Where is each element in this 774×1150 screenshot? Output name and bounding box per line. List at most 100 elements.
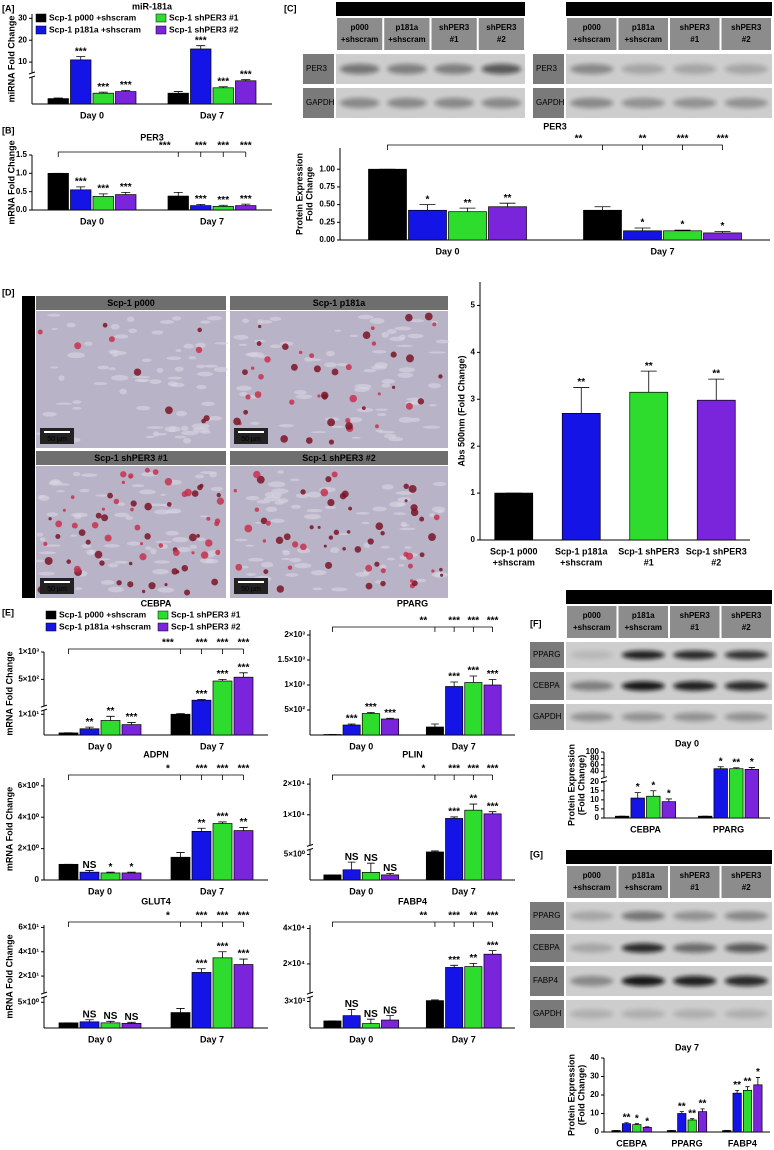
bar [408, 209, 447, 241]
y-tick-label: 3×10³ [284, 997, 305, 1006]
blot-band [673, 1009, 717, 1019]
x-tick-label: Scp-1 p181a [555, 546, 609, 556]
blot-row-label: GAPDH [533, 712, 562, 721]
lipid-droplet [345, 418, 351, 424]
error-bar [624, 1122, 629, 1124]
blot-band [724, 975, 768, 987]
lipid-droplet [407, 563, 413, 569]
error-bar [347, 723, 356, 725]
lipid-droplet [265, 520, 271, 526]
cell-texture [152, 431, 160, 437]
bar [212, 87, 234, 105]
cell-texture [381, 379, 395, 384]
bar [235, 205, 257, 211]
lipid-droplet [130, 500, 137, 507]
cell-texture [297, 548, 311, 554]
bar [623, 230, 662, 241]
legend-label: Scp-1 p181a +shscram [49, 24, 141, 34]
cell-texture [334, 329, 342, 332]
cell-texture [234, 538, 248, 542]
error-bar [634, 1123, 639, 1125]
x-tick-label: #2 [711, 557, 721, 567]
x-tick-label: Day 7 [200, 741, 224, 751]
error-bar [488, 950, 497, 955]
blot-row-label: FABP4 [533, 976, 558, 985]
lipid-droplet [144, 533, 151, 540]
bar [233, 676, 254, 736]
lipid-droplet [201, 418, 206, 424]
bar [583, 209, 622, 241]
bar [190, 48, 212, 105]
error-bar [53, 97, 63, 99]
cell-texture [267, 481, 286, 488]
y-tick-label: 15 [590, 786, 599, 795]
bar [212, 205, 234, 211]
cell-texture [294, 562, 312, 569]
lipid-droplet [371, 341, 377, 346]
y-tick-label: 100 [586, 747, 600, 756]
panel-label: [B] [2, 125, 15, 135]
comparison-label: *** [217, 911, 229, 922]
significance-label: ** [240, 817, 248, 828]
legend-swatch [35, 25, 47, 35]
cell-texture [312, 587, 323, 591]
cell-texture [310, 358, 322, 362]
comparison-label: *** [717, 134, 729, 145]
significance-label: NS [364, 853, 378, 864]
legend-swatch [155, 25, 167, 35]
comparison-label: *** [217, 764, 229, 775]
cell-texture [209, 472, 217, 478]
blot-column-label: +shscram [388, 35, 426, 44]
blot-band [339, 63, 380, 75]
cell-texture [394, 326, 412, 331]
lipid-droplet [439, 567, 443, 572]
cell-texture [371, 350, 387, 354]
comparison-label: *** [162, 638, 174, 649]
cell-texture [145, 435, 155, 439]
blot-band [339, 97, 380, 109]
lipid-droplet [133, 368, 142, 376]
cell-texture [194, 474, 205, 479]
cell-texture [265, 506, 278, 513]
lipid-droplet [37, 329, 43, 335]
lipid-droplet [299, 543, 307, 551]
cell-texture [81, 544, 92, 549]
lipid-droplet [320, 488, 329, 497]
error-bar [690, 1118, 695, 1120]
blot-column-header [721, 606, 771, 638]
y-tick-label: 0 [471, 535, 476, 544]
lipid-droplet [264, 356, 271, 363]
bar [425, 851, 444, 881]
error-bar [106, 1020, 115, 1023]
y-tick-label: 1×10¹ [18, 709, 39, 718]
x-tick-label: Day 7 [200, 886, 224, 896]
y-tick-label: 2×10³ [284, 630, 305, 639]
cell-texture [114, 560, 129, 564]
blot-band [570, 712, 614, 722]
cell-texture [324, 362, 337, 368]
lipid-droplet [171, 568, 179, 575]
cell-texture [374, 408, 389, 411]
lipid-droplet [380, 568, 386, 574]
cell-texture [398, 564, 405, 567]
lipid-droplet [127, 581, 134, 588]
y-axis-label: Protein Expression [294, 153, 304, 235]
error-bar [450, 964, 458, 968]
lipid-droplet [440, 573, 444, 577]
comparison-label: *** [487, 764, 499, 775]
chart-title: PPARG [397, 598, 428, 608]
cell-texture [154, 509, 171, 515]
error-bar [679, 1111, 684, 1114]
bar [361, 1023, 380, 1029]
bar [642, 1127, 652, 1133]
x-tick-label: PPARG [713, 824, 744, 834]
comparison-label: *** [217, 141, 229, 152]
error-bar [634, 792, 641, 799]
error-bar [386, 872, 394, 875]
lipid-droplet [152, 469, 159, 475]
lipid-droplet [380, 531, 385, 536]
error-bar [634, 227, 651, 231]
y-tick-label: 10 [590, 795, 599, 804]
error-bar [121, 90, 131, 92]
bar [483, 953, 502, 1029]
